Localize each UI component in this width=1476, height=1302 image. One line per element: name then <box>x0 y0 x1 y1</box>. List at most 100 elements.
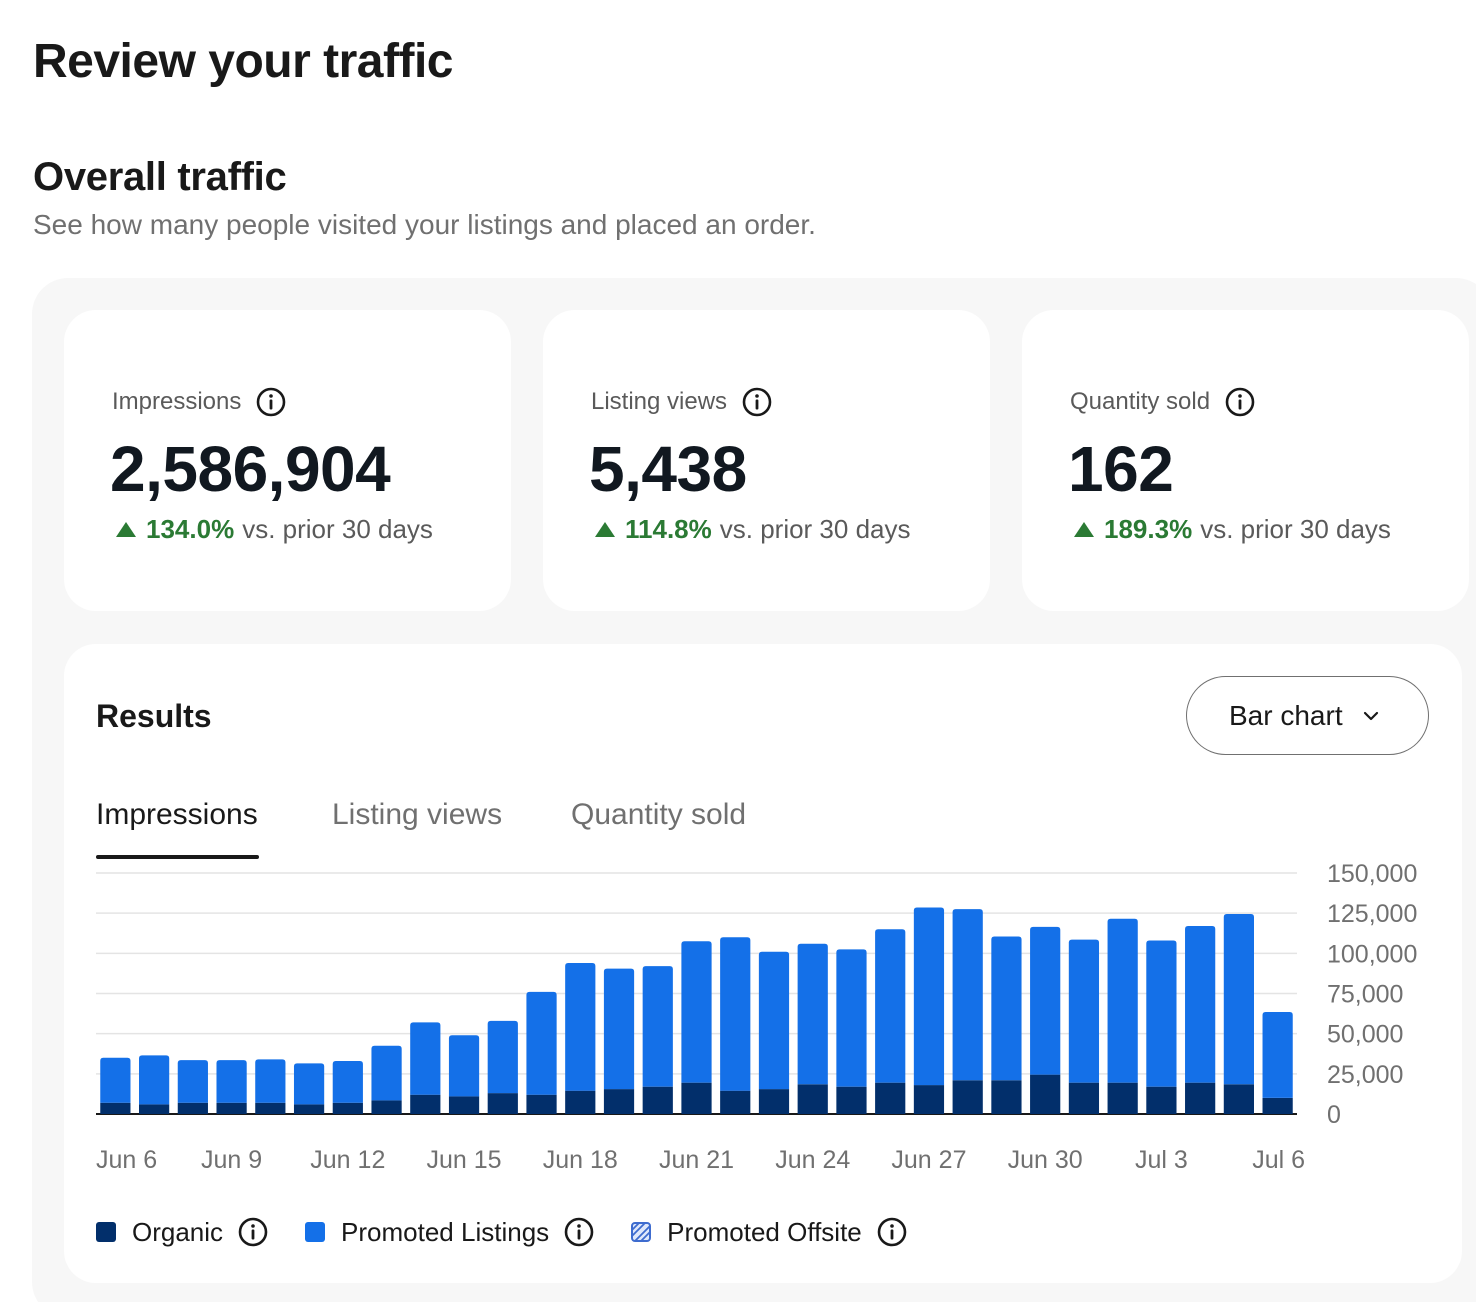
legend-item-organic[interactable]: Organic <box>96 1216 269 1248</box>
bar-organic[interactable] <box>836 1086 867 1114</box>
info-icon[interactable] <box>876 1216 908 1248</box>
kpi-card-quantity-sold: Quantity sold 162 189.3% vs. prior 30 da… <box>1022 310 1469 611</box>
legend-label: Promoted Listings <box>341 1216 550 1247</box>
bar-organic[interactable] <box>332 1102 363 1114</box>
bar-organic[interactable] <box>797 1084 828 1114</box>
bar-promoted-listings[interactable] <box>100 1057 131 1103</box>
bar-promoted-listings[interactable] <box>216 1060 247 1103</box>
bar-promoted-listings[interactable] <box>371 1045 402 1101</box>
bar-organic[interactable] <box>255 1102 286 1114</box>
bar-organic[interactable] <box>952 1080 983 1114</box>
bar-organic[interactable] <box>139 1104 170 1114</box>
kpi-card-listing-views: Listing views 5,438 114.8% vs. prior 30 … <box>543 310 990 611</box>
bar-organic[interactable] <box>1030 1074 1061 1114</box>
tab-active-underline <box>96 855 259 859</box>
kpi-value: 5,438 <box>589 433 747 505</box>
bar-organic[interactable] <box>875 1082 906 1114</box>
bar-organic[interactable] <box>1185 1082 1216 1114</box>
bar-organic[interactable] <box>1068 1082 1100 1114</box>
bar-promoted-listings[interactable] <box>1107 918 1138 1083</box>
bar-promoted-listings[interactable] <box>991 936 1022 1081</box>
bar-organic[interactable] <box>991 1080 1022 1114</box>
bar-promoted-listings[interactable] <box>526 991 557 1095</box>
info-icon[interactable] <box>255 386 287 418</box>
y-tick-label: 150,000 <box>1327 860 1417 888</box>
bar-promoted-listings[interactable] <box>487 1020 518 1094</box>
bar-organic[interactable] <box>410 1094 441 1114</box>
bar-organic[interactable] <box>448 1096 480 1114</box>
kpi-value: 2,586,904 <box>110 433 391 505</box>
x-tick-label: Jun 27 <box>891 1146 966 1174</box>
bar-promoted-listings[interactable] <box>1146 940 1177 1087</box>
bar-organic[interactable] <box>642 1086 673 1114</box>
bar-promoted-listings[interactable] <box>1030 926 1061 1075</box>
bar-organic[interactable] <box>100 1102 131 1114</box>
info-icon[interactable] <box>237 1216 269 1248</box>
chart-type-dropdown[interactable]: Bar chart <box>1186 676 1429 755</box>
bar-promoted-listings[interactable] <box>681 941 712 1083</box>
bar-promoted-listings[interactable] <box>255 1059 286 1103</box>
kpi-label: Quantity sold <box>1070 388 1211 415</box>
kpi-change-percent: 134.0% <box>146 514 235 544</box>
bar-promoted-listings[interactable] <box>720 937 751 1091</box>
bar-promoted-listings[interactable] <box>952 909 983 1081</box>
bar-organic[interactable] <box>565 1090 596 1114</box>
bar-promoted-listings[interactable] <box>797 943 828 1085</box>
info-icon[interactable] <box>1224 386 1256 418</box>
bar-organic[interactable] <box>603 1089 635 1114</box>
info-icon[interactable] <box>563 1216 595 1248</box>
bar-promoted-listings[interactable] <box>758 951 790 1090</box>
x-tick-label: Jun 15 <box>427 1146 502 1174</box>
x-tick-label: Jul 3 <box>1135 1146 1188 1174</box>
up-arrow-icon <box>595 522 615 537</box>
tab-impressions[interactable]: Impressions <box>96 798 258 831</box>
bar-promoted-listings[interactable] <box>410 1022 441 1095</box>
bar-promoted-listings[interactable] <box>1185 926 1216 1083</box>
info-icon[interactable] <box>741 386 773 418</box>
tab-listing-views[interactable]: Listing views <box>332 798 503 831</box>
bar-promoted-listings[interactable] <box>836 949 867 1087</box>
bar-organic[interactable] <box>681 1082 712 1114</box>
bar-organic[interactable] <box>1223 1084 1254 1114</box>
x-tick-label: Jun 6 <box>96 1146 157 1174</box>
bar-promoted-listings[interactable] <box>642 966 673 1087</box>
bar-organic[interactable] <box>293 1104 325 1114</box>
bar-organic[interactable] <box>526 1094 557 1114</box>
bar-promoted-listings[interactable] <box>875 929 906 1083</box>
kpi-card-impressions: Impressions 2,586,904 134.0% vs. prior 3… <box>64 310 511 611</box>
tab-quantity-sold[interactable]: Quantity sold <box>571 798 747 831</box>
bar-organic[interactable] <box>758 1089 790 1114</box>
kpi-change-suffix: vs. prior 30 days <box>719 514 911 544</box>
bar-promoted-listings[interactable] <box>448 1035 480 1097</box>
promoted-listings-swatch <box>305 1222 326 1242</box>
bar-promoted-listings[interactable] <box>139 1055 170 1105</box>
x-tick-label: Jun 12 <box>310 1146 385 1174</box>
bar-promoted-listings[interactable] <box>913 907 945 1086</box>
bar-promoted-listings[interactable] <box>1223 913 1254 1085</box>
bar-organic[interactable] <box>487 1093 518 1114</box>
bar-promoted-listings[interactable] <box>1262 1011 1293 1098</box>
bar-promoted-listings[interactable] <box>293 1063 325 1105</box>
x-tick-label: Jun 9 <box>201 1146 262 1174</box>
bar-promoted-listings[interactable] <box>603 968 635 1090</box>
bar-organic[interactable] <box>720 1090 751 1114</box>
bar-organic[interactable] <box>1262 1097 1293 1114</box>
kpi-value: 162 <box>1068 433 1174 505</box>
bar-organic[interactable] <box>177 1102 208 1114</box>
impressions-bar-chart: 150,000 125,000 100,000 75,000 50,000 25,000 0… <box>96 860 1417 1174</box>
x-tick-label: Jul 6 <box>1252 1146 1305 1174</box>
bar-promoted-listings[interactable] <box>332 1060 363 1103</box>
legend-item-promoted-offsite[interactable]: Promoted Offsite <box>631 1216 908 1248</box>
bar-organic[interactable] <box>913 1085 945 1114</box>
bar-organic[interactable] <box>1107 1082 1138 1114</box>
bar-promoted-listings[interactable] <box>177 1060 208 1103</box>
kpi-label: Listing views <box>591 388 728 415</box>
kpi-change-suffix: vs. prior 30 days <box>1200 514 1391 544</box>
bar-promoted-listings[interactable] <box>565 962 596 1091</box>
bar-promoted-listings[interactable] <box>1068 939 1100 1083</box>
bar-organic[interactable] <box>371 1100 402 1114</box>
bar-organic[interactable] <box>1146 1086 1177 1114</box>
legend-item-promoted-listings[interactable]: Promoted Listings <box>305 1216 595 1248</box>
results-card: Results Bar chart Impressions Listing vi… <box>64 644 1462 1283</box>
bar-organic[interactable] <box>216 1102 247 1114</box>
